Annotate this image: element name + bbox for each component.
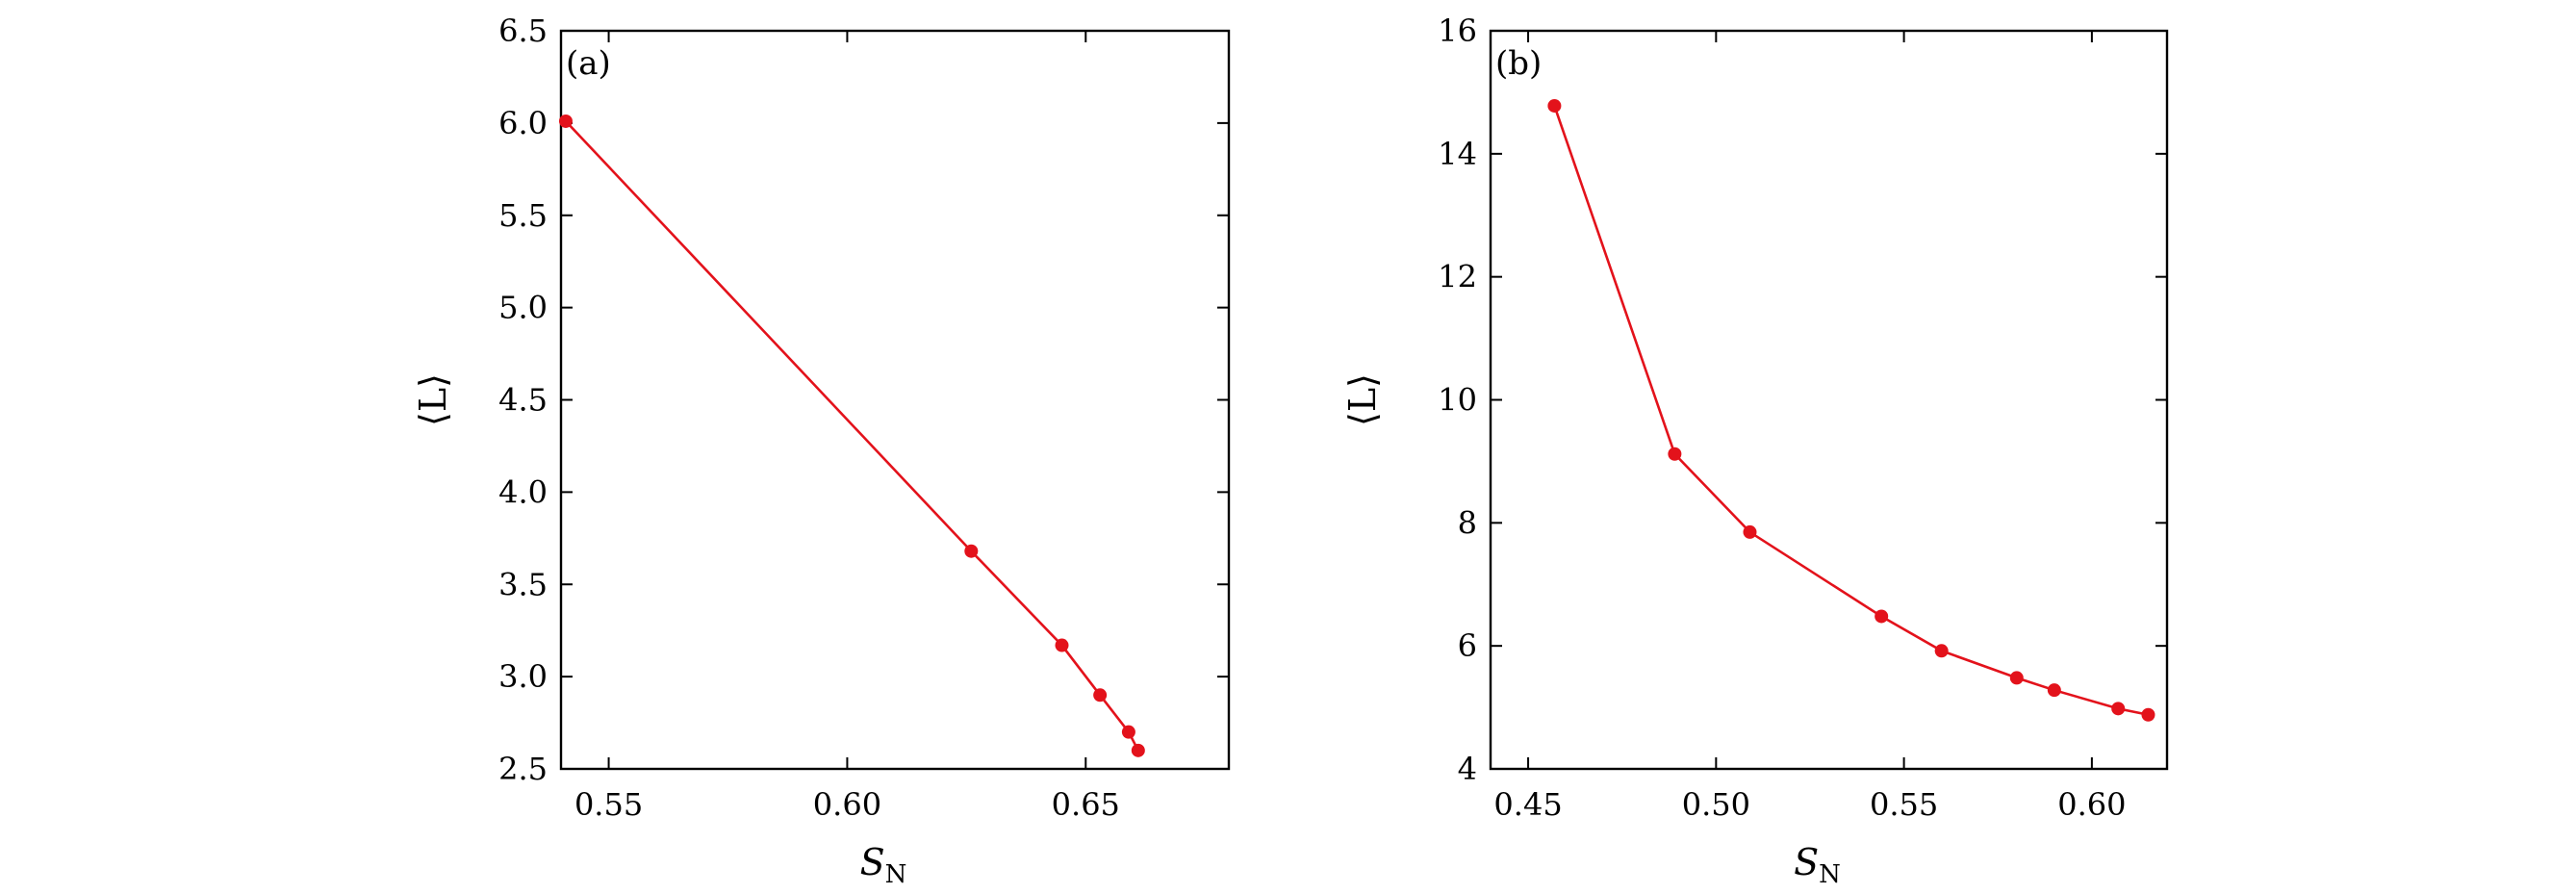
- plot-frame-a: [559, 29, 1231, 771]
- y-axis-title-b: ⟨L⟩: [1341, 373, 1384, 426]
- y-axis-title-a: ⟨L⟩: [412, 373, 454, 426]
- data-point-a: [1131, 743, 1145, 757]
- y-tick-label-b: 6: [1458, 627, 1477, 664]
- data-point-b: [1934, 644, 1949, 658]
- data-point-b: [1547, 98, 1562, 113]
- y-tick-label-a: 5.5: [498, 197, 548, 234]
- y-tick-label-a: 2.5: [498, 751, 548, 787]
- x-tick-label-a: 0.60: [813, 786, 881, 823]
- y-tick-label-a: 6.5: [498, 13, 548, 49]
- data-point-b: [1743, 524, 1757, 539]
- x-tick-label-a: 0.65: [1052, 786, 1120, 823]
- panel-label-a: (a): [566, 44, 611, 83]
- x-axis-title-sub-a: N: [885, 860, 907, 889]
- data-point-b: [2111, 702, 2126, 716]
- y-tick-label-a: 4.0: [498, 473, 548, 510]
- x-axis-title-sub-b: N: [1819, 860, 1841, 889]
- series-line-b: [1553, 105, 2149, 717]
- data-point-a: [1121, 725, 1135, 739]
- data-point-a: [964, 544, 979, 558]
- data-point-b: [2141, 707, 2155, 722]
- y-tick-label-a: 4.5: [498, 382, 548, 419]
- x-tick-label-b: 0.55: [1870, 786, 1938, 823]
- y-tick-label-b: 10: [1438, 382, 1477, 419]
- y-tick-label-a: 3.5: [498, 566, 548, 602]
- data-point-a: [558, 114, 573, 128]
- data-point-b: [1668, 447, 1682, 461]
- y-tick-label-b: 16: [1438, 13, 1477, 49]
- panel-a: 0.55 0.60 0.65 2.5 3.0 3.5 4.0 4.5 5.0 5.5 6.0 6.5 (…: [412, 13, 1231, 889]
- data-point-a: [1093, 688, 1108, 702]
- panel-b: 0.45 0.50 0.55 0.60 4 6 8 10 12 14 16 (b) SN ⟨L⟩: [1341, 13, 2169, 889]
- data-point-b: [2009, 671, 2024, 685]
- data-point-a: [1055, 638, 1069, 652]
- plot-frame-b: [1489, 29, 2169, 771]
- x-tick-label-b: 0.50: [1682, 786, 1750, 823]
- panel-label-b: (b): [1495, 44, 1542, 83]
- y-tick-label-a: 3.0: [498, 658, 548, 695]
- x-tick-label-a: 0.55: [574, 786, 643, 823]
- x-axis-title-b: SN: [1794, 841, 1841, 889]
- x-tick-label-b: 0.60: [2057, 786, 2126, 823]
- y-tick-label-b: 8: [1458, 504, 1477, 541]
- x-axis-title-main-a: S: [860, 841, 885, 883]
- y-tick-label-b: 12: [1438, 259, 1477, 295]
- x-axis-title-main-b: S: [1794, 841, 1819, 883]
- data-point-b: [2047, 683, 2061, 698]
- y-tick-label-a: 5.0: [498, 290, 548, 326]
- series-line-a: [565, 120, 1139, 752]
- x-axis-title-a: SN: [860, 841, 907, 889]
- y-tick-label-b: 4: [1458, 751, 1477, 787]
- data-point-b: [1875, 609, 1889, 624]
- y-tick-label-a: 6.0: [498, 105, 548, 141]
- x-tick-label-b: 0.45: [1493, 786, 1562, 823]
- y-tick-label-b: 14: [1438, 136, 1477, 172]
